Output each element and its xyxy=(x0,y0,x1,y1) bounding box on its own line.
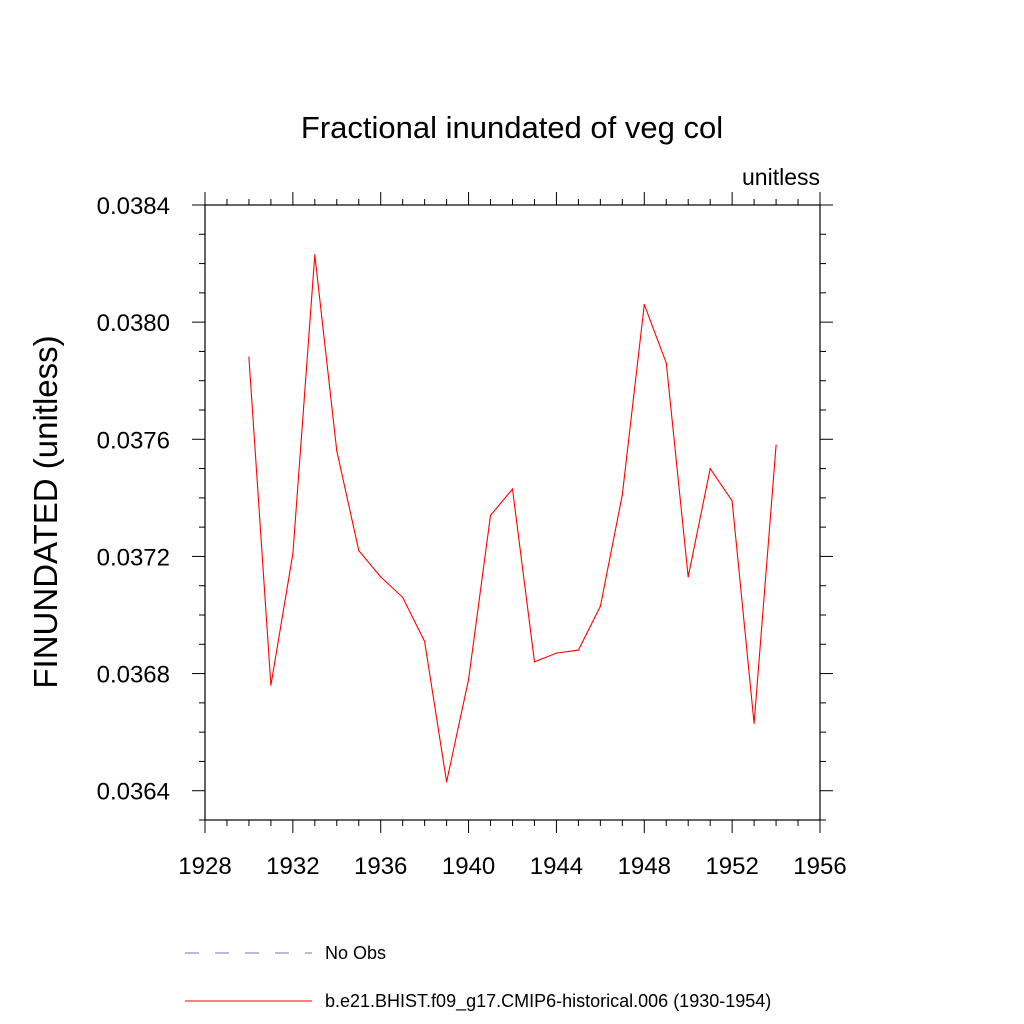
units-label: unitless xyxy=(742,164,820,190)
y-axis-label: FINUNDATED (unitless) xyxy=(27,335,64,688)
data-point xyxy=(753,722,755,724)
y-tick-label: 0.0380 xyxy=(97,310,170,337)
x-tick-label: 1932 xyxy=(266,853,319,880)
x-tick-label: 1956 xyxy=(793,853,846,880)
data-point xyxy=(665,362,667,364)
axis-tick-labels: 1928 1932 1936 1940 1944 1948 1952 1956 0.0364 0.… xyxy=(97,193,847,880)
data-point xyxy=(731,500,733,502)
data-point xyxy=(643,303,645,306)
x-tick-label: 1952 xyxy=(705,853,758,880)
data-point xyxy=(446,781,448,783)
x-tick-label: 1948 xyxy=(618,853,671,880)
data-point xyxy=(687,576,689,578)
data-point xyxy=(270,684,272,686)
data-point xyxy=(511,488,514,490)
y-tick-label: 0.0364 xyxy=(97,779,170,806)
x-tick-label: 1940 xyxy=(442,853,495,880)
y-tick-label: 0.0384 xyxy=(97,193,170,220)
data-point xyxy=(314,254,316,256)
data-point xyxy=(380,576,382,578)
data-point xyxy=(577,649,579,651)
y-tick-label: 0.0368 xyxy=(97,662,170,689)
data-point xyxy=(336,450,338,452)
x-tick-label: 1928 xyxy=(178,853,231,880)
data-point xyxy=(424,640,426,642)
series-layer xyxy=(248,254,777,783)
data-point xyxy=(533,661,536,663)
data-point xyxy=(402,596,404,599)
data-point xyxy=(709,467,711,470)
plot-frame xyxy=(204,204,821,821)
y-tick-label: 0.0372 xyxy=(97,544,170,571)
legend-label-historical: b.e21.BHIST.f09_g17.CMIP6-historical.006… xyxy=(325,991,771,1012)
data-point xyxy=(621,494,623,496)
x-tick-label: 1944 xyxy=(530,853,583,880)
data-point xyxy=(599,605,601,607)
legend-label-no-obs: No Obs xyxy=(325,943,386,963)
axis-ticks xyxy=(192,192,833,833)
data-point xyxy=(358,549,360,552)
y-tick-label: 0.0376 xyxy=(97,427,170,454)
data-point xyxy=(292,552,294,555)
data-point xyxy=(555,652,558,654)
data-point xyxy=(248,356,250,358)
x-tick-label: 1936 xyxy=(354,853,407,880)
series-line xyxy=(248,254,777,783)
data-point xyxy=(489,514,492,517)
data-point xyxy=(775,444,777,446)
data-point xyxy=(467,678,470,681)
legend: No Obs b.e21.BHIST.f09_g17.CMIP6-histori… xyxy=(185,943,771,1012)
chart-title: Fractional inundated of veg col xyxy=(301,110,723,145)
